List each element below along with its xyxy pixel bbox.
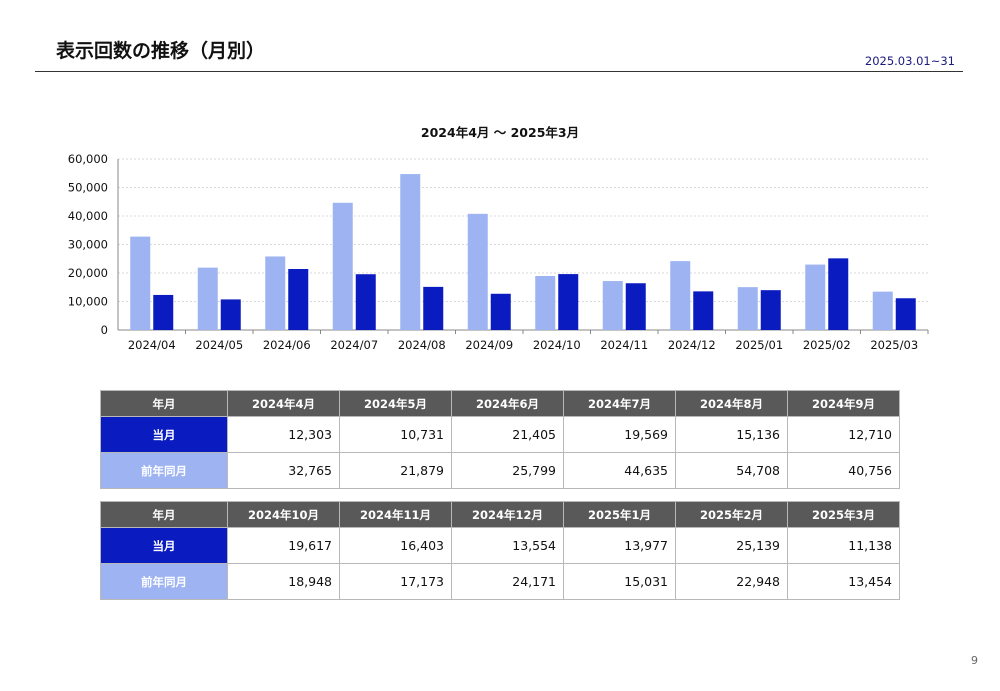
x-tick-label: 2024/06: [263, 338, 311, 352]
table-row-current: 当月 19,617 16,403 13,554 13,977 25,139 11…: [100, 527, 900, 564]
data-table-2: 年月 2024年10月 2024年11月 2024年12月 2025年1月 20…: [100, 501, 900, 600]
row-label-previous: 前年同月: [100, 563, 228, 600]
bar-previous-year: [602, 281, 623, 330]
bar-current: [895, 298, 916, 330]
header-cell-label: 年月: [100, 501, 228, 528]
table-header-row: 年月 2024年10月 2024年11月 2024年12月 2025年1月 20…: [100, 501, 900, 528]
x-tick-label: 2024/09: [465, 338, 513, 352]
x-tick-label: 2024/11: [600, 338, 648, 352]
header-cell-month: 2024年9月: [787, 390, 900, 417]
bar-previous-year: [197, 267, 218, 330]
header-cell-month: 2025年3月: [787, 501, 900, 528]
row-label-current: 当月: [100, 416, 228, 453]
page-title: 表示回数の推移（月別）: [56, 40, 266, 62]
bar-current: [625, 283, 646, 330]
header-cell-month: 2024年6月: [451, 390, 564, 417]
bar-current: [490, 293, 511, 330]
cell-current: 19,617: [227, 527, 340, 564]
bar-chart: 0 10,000 20,000 30,000 40,000 50,000 60,000 202…: [68, 152, 929, 352]
cell-current: 13,554: [451, 527, 564, 564]
header-cell-month: 2024年4月: [227, 390, 340, 417]
table-row-previous: 前年同月 32,765 21,879 25,799 44,635 54,708 …: [100, 452, 900, 489]
cell-current: 15,136: [675, 416, 788, 453]
bar-previous-year: [805, 264, 826, 330]
cell-current: 16,403: [339, 527, 452, 564]
y-tick-label: 30,000: [68, 238, 108, 252]
cell-current: 21,405: [451, 416, 564, 453]
bar-current: [288, 268, 309, 330]
header-cell-month: 2024年8月: [675, 390, 788, 417]
cell-current: 13,977: [563, 527, 676, 564]
header-cell-label: 年月: [100, 390, 228, 417]
x-tick-label: 2024/07: [330, 338, 378, 352]
date-range: 2025.03.01~31: [864, 54, 955, 68]
bar-previous-year: [737, 287, 758, 330]
bar-current: [558, 274, 579, 330]
bar-previous-year: [535, 275, 556, 330]
header-cell-month: 2024年10月: [227, 501, 340, 528]
bar-previous-year: [400, 174, 421, 330]
data-table-1: 年月 2024年4月 2024年5月 2024年6月 2024年7月 2024年…: [100, 390, 900, 489]
x-tick-label: 2024/08: [398, 338, 446, 352]
x-tick-label: 2025/03: [870, 338, 918, 352]
bar-current: [423, 286, 444, 330]
bar-current: [355, 274, 376, 330]
header-cell-month: 2024年12月: [451, 501, 564, 528]
cell-previous: 22,948: [675, 563, 788, 600]
bar-current: [220, 299, 241, 330]
cell-current: 12,710: [787, 416, 900, 453]
cell-previous: 25,799: [451, 452, 564, 489]
page-number: 9: [971, 654, 978, 667]
x-tick-label: 2025/02: [803, 338, 851, 352]
table-row-current: 当月 12,303 10,731 21,405 19,569 15,136 12…: [100, 416, 900, 453]
bar-previous-year: [265, 256, 286, 330]
cell-previous: 18,948: [227, 563, 340, 600]
header-cell-month: 2025年1月: [563, 501, 676, 528]
bar-previous-year: [467, 213, 488, 330]
bar-previous-year: [332, 202, 353, 330]
cell-previous: 24,171: [451, 563, 564, 600]
x-tick-label: 2024/10: [533, 338, 581, 352]
row-label-previous: 前年同月: [100, 452, 228, 489]
header-cell-month: 2024年5月: [339, 390, 452, 417]
bar-current: [153, 294, 174, 330]
cell-current: 25,139: [675, 527, 788, 564]
y-tick-label: 20,000: [68, 266, 108, 280]
y-tick-label: 50,000: [68, 181, 108, 195]
cell-previous: 40,756: [787, 452, 900, 489]
x-tick-label: 2024/05: [195, 338, 243, 352]
cell-previous: 15,031: [563, 563, 676, 600]
header-cell-month: 2024年7月: [563, 390, 676, 417]
y-tick-label: 10,000: [68, 295, 108, 309]
cell-previous: 13,454: [787, 563, 900, 600]
cell-current: 11,138: [787, 527, 900, 564]
y-tick-label: 0: [101, 323, 108, 337]
chart-title: 2024年4月 ～ 2025年3月: [420, 125, 580, 140]
title-divider: [35, 71, 963, 72]
bar-previous-year: [130, 236, 151, 330]
y-tick-label: 40,000: [68, 209, 108, 223]
bar-current: [828, 258, 849, 330]
cell-previous: 44,635: [563, 452, 676, 489]
x-tick-label: 2025/01: [735, 338, 783, 352]
cell-current: 12,303: [227, 416, 340, 453]
header-cell-month: 2024年11月: [339, 501, 452, 528]
cell-previous: 32,765: [227, 452, 340, 489]
cell-previous: 54,708: [675, 452, 788, 489]
header-cell-month: 2025年2月: [675, 501, 788, 528]
y-tick-label: 60,000: [68, 152, 108, 166]
x-tick-label: 2024/04: [128, 338, 176, 352]
row-label-current: 当月: [100, 527, 228, 564]
cell-current: 19,569: [563, 416, 676, 453]
table-header-row: 年月 2024年4月 2024年5月 2024年6月 2024年7月 2024年…: [100, 390, 900, 417]
cell-current: 10,731: [339, 416, 452, 453]
x-tick-label: 2024/12: [668, 338, 716, 352]
bar-current: [760, 290, 781, 330]
cell-previous: 21,879: [339, 452, 452, 489]
bar-previous-year: [872, 291, 893, 330]
bar-current: [693, 291, 714, 330]
bar-previous-year: [670, 261, 691, 330]
cell-previous: 17,173: [339, 563, 452, 600]
table-row-previous: 前年同月 18,948 17,173 24,171 15,031 22,948 …: [100, 563, 900, 600]
